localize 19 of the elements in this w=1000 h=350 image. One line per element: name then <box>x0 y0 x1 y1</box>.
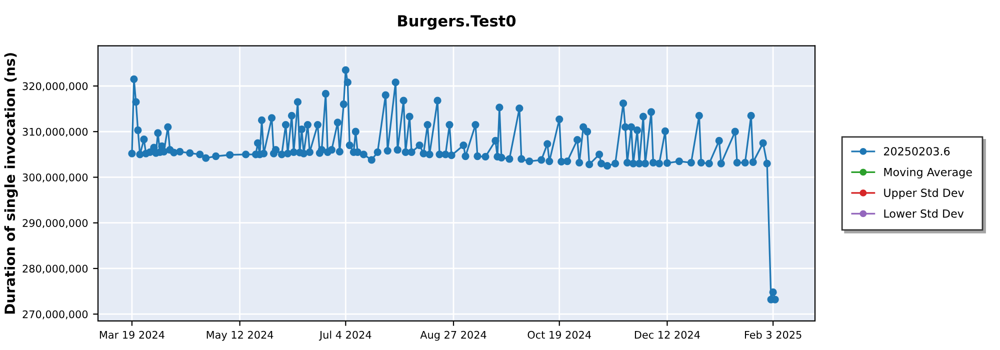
y-tick-label: 310,000,000 <box>22 128 88 137</box>
y-tick-label: 300,000,000 <box>22 173 88 182</box>
x-tick-label: Dec 12 2024 <box>634 330 700 339</box>
x-tick-label: Feb 3 2025 <box>744 330 802 339</box>
legend-label: Upper Std Dev <box>884 188 964 200</box>
legend-label: Lower Std Dev <box>884 209 964 218</box>
legend-label: 20250203.6 <box>884 147 950 156</box>
x-tick-label: Aug 27 2024 <box>420 330 486 341</box>
chart-title: Burgers.Test0 <box>398 15 516 30</box>
y-axis-title: Duration of single invocation (ns) <box>4 53 18 314</box>
y-tick-label: 290,000,000 <box>22 219 88 228</box>
legend-label: Moving Average <box>884 168 972 178</box>
x-tick-label: Oct 19 2024 <box>528 330 591 339</box>
x-tick-label: Jul 4 2024 <box>318 330 372 341</box>
y-tick-label: 280,000,000 <box>22 264 88 274</box>
y-tick-label: 320,000,000 <box>22 82 88 92</box>
x-tick-label: Mar 19 2024 <box>100 330 164 339</box>
x-tick-label: May 12 2024 <box>206 330 274 341</box>
y-tick-label: 270,000,000 <box>22 310 88 320</box>
